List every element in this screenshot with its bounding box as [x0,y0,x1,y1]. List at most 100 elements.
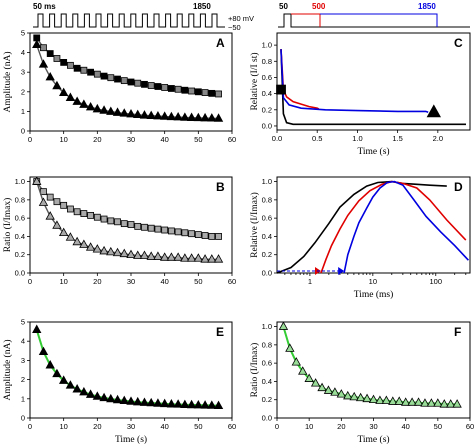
y-tick-label: 0.4 [262,232,272,241]
data-point-triangle [112,394,123,404]
data-point-triangle [32,324,42,333]
y-axis-label: Ratio (I/Imax) [2,198,13,253]
x-tick-label: 40 [160,277,168,286]
data-point-triangle [186,253,197,262]
stimulus-trace-right-red [291,13,321,27]
data-point-triangle [285,343,295,352]
data-point-triangle [112,107,123,116]
data-point-triangle [193,399,204,409]
x-tick-label: 0 [28,422,32,431]
stim-left-start-label: 50 ms [33,2,56,11]
data-point-triangle [166,252,177,261]
y-tick-label: 0.8 [262,195,272,204]
data-point-triangle [310,378,321,387]
data-point-triangle [72,384,82,393]
data-point-square [174,85,182,93]
fit-curve [282,326,458,406]
data-point-triangle [153,398,163,407]
y-tick-label: 2 [21,87,25,96]
data-point-triangle [52,80,62,90]
data-point-triangle [79,386,89,396]
panel-label: A [216,36,225,50]
x-tick-label: 60 [228,135,236,144]
data-point-triangle [119,248,129,258]
y-axis-label: Ratio (I/Imax) [249,343,260,398]
y-tick-label: 5 [21,318,25,327]
data-point-square [194,231,202,239]
data-point-triangle [186,112,197,121]
x-tick-label: 0.0 [272,134,282,143]
data-point-square [87,68,94,76]
data-point-triangle [92,103,103,113]
y-tick-label: 0.0 [262,121,272,130]
marker-triangle [426,104,441,118]
x-tick-label: 10 [305,422,313,431]
data-point-triangle [146,110,156,119]
data-point-square [120,220,128,228]
plot-frame [276,176,471,274]
data-point-triangle [213,113,224,122]
data-point-square [53,55,61,62]
data-point-triangle [362,393,372,403]
data-point-triangle [99,105,109,114]
data-point-triangle [349,391,359,401]
x-tick-label: 10 [369,277,377,286]
data-point-square [134,222,142,230]
data-point-triangle [343,390,353,400]
y-tick-label: 0.8 [262,57,272,66]
arrow-head [338,267,345,275]
x-tick-label: 1 [308,277,312,286]
data-point-square [134,79,142,87]
data-point-triangle [106,393,116,403]
data-point-square [53,198,61,206]
data-point-square [87,211,94,219]
series-line [276,180,447,274]
data-point-square [60,59,68,66]
x-axis-label: Time (ms) [354,289,394,300]
data-point-triangle [166,111,177,121]
data-point-square [141,80,148,88]
x-tick-label: 30 [369,422,377,431]
data-point-square [147,224,155,232]
panel-label: C [454,36,463,50]
data-point-triangle [375,395,385,404]
data-point-triangle [298,366,308,375]
data-point-triangle [200,254,210,263]
y-tick-label: 0.0 [15,269,25,278]
marker-square [276,84,286,95]
data-point-triangle [355,392,366,402]
fit-curve [36,37,219,95]
x-tick-label: 30 [127,277,135,286]
x-tick-label: 30 [127,135,135,144]
panel-c: 0.0 0.5 1.0 1.5 2.00.00.20.40.60.81.0Relativ… [249,32,471,157]
y-axis-label: Amplitude (nA) [2,52,13,113]
data-point-triangle [112,247,123,257]
data-point-square [100,215,108,223]
data-point-triangle [180,399,190,409]
data-point-square [80,210,88,217]
data-point-triangle [381,395,392,404]
x-tick-label: 10 [59,422,67,431]
data-point-triangle [79,239,89,248]
data-point-triangle [146,251,156,260]
data-point-square [80,66,88,74]
data-point-square [67,205,74,213]
data-point-triangle [413,397,424,406]
stim-left-end-label: 1850 [193,2,211,11]
data-point-square [40,188,47,196]
data-point-triangle [106,106,116,115]
y-tick-label: 2 [21,375,25,384]
data-point-triangle [65,92,76,101]
x-tick-label: 0 [275,422,279,431]
x-tick-label: 20 [93,135,101,144]
data-point-triangle [139,397,150,406]
data-point-square [188,230,196,238]
data-point-triangle [330,387,340,396]
data-point-square [201,232,209,239]
series-line [280,49,429,113]
data-point-square [40,44,47,52]
panel-label: F [454,325,461,339]
x-tick-label: 1.0 [352,134,362,143]
